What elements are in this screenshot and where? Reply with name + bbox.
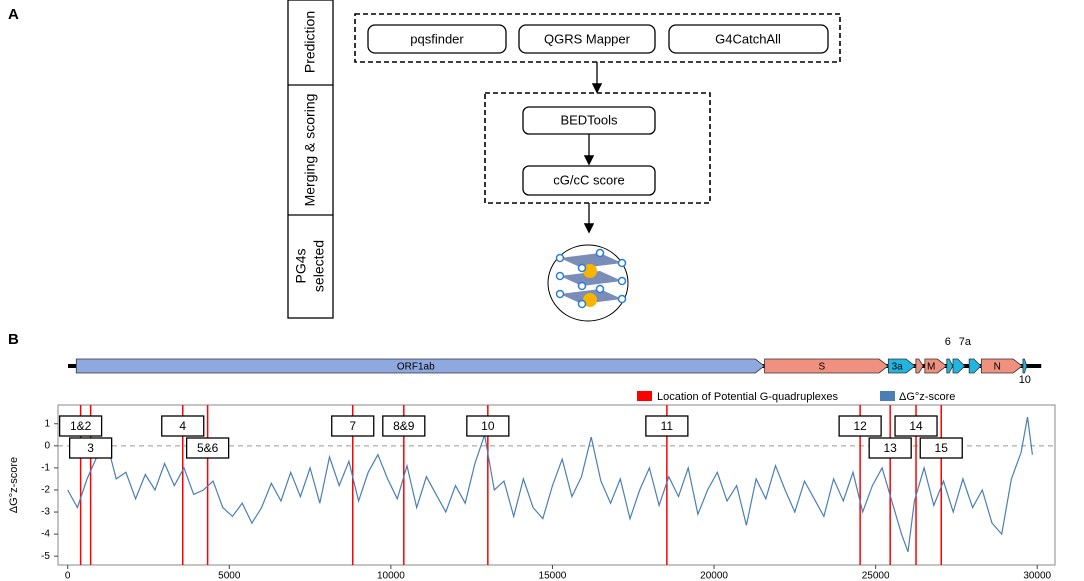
- pg4-label-box: [382, 415, 426, 437]
- x-tick-label: 15000: [539, 571, 567, 581]
- pg4-label-box: [919, 437, 963, 459]
- pg4-label-box: [466, 415, 510, 437]
- merging-group: [484, 92, 711, 204]
- pg4-label: 12: [853, 419, 867, 433]
- stage-label: Prediction: [302, 11, 318, 73]
- plot-frame: [57, 404, 1056, 566]
- pg4-label: 10: [481, 419, 495, 433]
- pg4-label-box: [161, 415, 205, 437]
- gene-arrow: [915, 358, 924, 374]
- pg4-label: 4: [179, 419, 186, 433]
- tool-box: [668, 24, 829, 54]
- gene-label: 10: [1019, 374, 1031, 386]
- prediction-group: [354, 13, 841, 63]
- pg4-label: 1&2: [70, 419, 92, 433]
- stage-label: PG4s: [293, 248, 309, 283]
- pg4-label-box: [894, 415, 938, 437]
- stage-label: selected: [311, 240, 327, 292]
- pg4-label: 15: [935, 441, 949, 455]
- x-tick-label: 10000: [377, 571, 405, 581]
- x-tick-label: 30000: [1023, 571, 1051, 581]
- pg4-label-box: [331, 415, 375, 437]
- gene-arrow: [981, 358, 1023, 374]
- legend-label: Location of Potential G-quadruplexes: [657, 391, 839, 403]
- pg4-label-box: [68, 437, 113, 459]
- z-score-line: [67, 416, 1033, 553]
- pg4-label-box: [868, 437, 912, 459]
- y-tick-label: -5: [41, 551, 50, 562]
- tool-label: pqsfinder: [410, 31, 464, 46]
- gene-arrow: [952, 358, 966, 374]
- gene-label: S: [818, 362, 825, 373]
- gene-arrow: [75, 358, 765, 374]
- stage-column: [287, 0, 334, 319]
- y-tick-label: 0: [44, 440, 50, 451]
- y-tick-label: -4: [41, 529, 50, 540]
- x-tick-label: 5000: [218, 571, 241, 581]
- tool-box: [518, 24, 656, 54]
- gene-arrow: [887, 358, 916, 374]
- score-label: cG/cC score: [553, 172, 625, 187]
- pg4-label: 13: [884, 441, 898, 455]
- pg4-label-box: [185, 437, 230, 459]
- legend-label: ΔG°z-score: [899, 391, 955, 403]
- x-tick-label: 25000: [862, 571, 890, 581]
- gene-arrow: [1022, 358, 1028, 374]
- score-box: [522, 165, 656, 196]
- gene-label: ORF1ab: [397, 362, 435, 373]
- gene-label: M: [927, 362, 935, 373]
- pg4-label-box: [838, 415, 882, 437]
- pg4-label: 7: [349, 419, 356, 433]
- panel-label: B: [8, 331, 19, 348]
- legend-swatch: [880, 391, 895, 401]
- gene-arrow: [764, 358, 889, 374]
- gene-arrow: [968, 358, 982, 374]
- panel-label: A: [8, 6, 19, 23]
- y-tick-label: 1: [44, 418, 50, 429]
- pg4-label: 8&9: [393, 419, 415, 433]
- stage-label: Merging & scoring: [302, 94, 318, 207]
- y-tick-label: -2: [41, 485, 50, 496]
- gene-label: 7a: [959, 336, 972, 348]
- tool-box: [367, 24, 507, 54]
- gene-label: N: [994, 362, 1001, 373]
- pg4-label: 14: [909, 419, 923, 433]
- pg4-label: 11: [661, 419, 674, 433]
- y-axis-label: ΔG°z-score: [8, 457, 20, 513]
- x-tick-label: 20000: [700, 571, 728, 581]
- y-tick-label: -1: [41, 463, 50, 474]
- gene-arrow: [924, 358, 948, 374]
- pg4-label-box: [58, 415, 103, 437]
- pg4-label: 3: [87, 441, 94, 455]
- x-tick-label: 0: [65, 571, 71, 581]
- legend-swatch: [637, 391, 652, 401]
- gene-label: 3a: [892, 362, 904, 373]
- y-tick-label: -3: [41, 507, 50, 518]
- g4-icon: [547, 244, 629, 322]
- gene-label: 6: [945, 336, 951, 348]
- pg4-label: 5&6: [197, 441, 219, 455]
- gene-arrow: [946, 358, 954, 374]
- tool-label: QGRS Mapper: [544, 31, 631, 46]
- pg4-label-box: [645, 415, 689, 437]
- merge-label: BEDTools: [560, 112, 618, 127]
- tool-label: G4CatchAll: [715, 31, 781, 46]
